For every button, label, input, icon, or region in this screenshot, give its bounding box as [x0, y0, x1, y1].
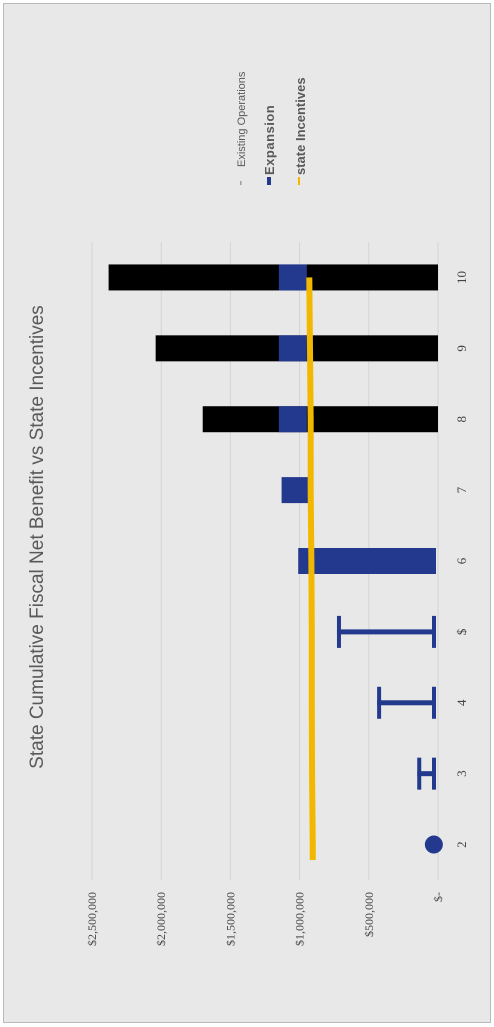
existing-operations-bars	[108, 264, 438, 433]
y-tick-label: $-	[431, 892, 445, 902]
chart-frame	[3, 3, 491, 1023]
legend-label-expansion: Expansion	[262, 105, 277, 175]
expansion-bar	[281, 477, 310, 504]
y-tick-label: $2,000,000	[154, 892, 168, 946]
expansion-bar-cap	[432, 757, 436, 790]
expansion-bar	[278, 264, 307, 291]
legend-label-state-incentives: state Incentives	[293, 77, 308, 175]
expansion-bar	[278, 335, 307, 362]
expansion-bars	[278, 264, 443, 854]
y-tick-label: $500,000	[362, 892, 376, 937]
expansion-bar	[298, 548, 436, 574]
legend-swatch-existing-operations	[240, 181, 242, 185]
expansion-bar-cap	[432, 615, 436, 648]
expansion-bar-cap	[417, 757, 422, 790]
x-category-label: 4	[454, 699, 469, 706]
y-tick-label: $1,500,000	[223, 892, 237, 946]
x-category-label: 10	[454, 271, 469, 284]
expansion-bar	[336, 615, 436, 648]
legend-swatch-expansion	[267, 177, 271, 185]
state-incentives-line	[306, 277, 316, 860]
x-category-label: 3	[454, 770, 469, 777]
expansion-bar-stem	[336, 629, 436, 635]
chart-title: State Cumulative Fiscal Net Benefit vs S…	[27, 305, 48, 769]
existing-operations-bar	[108, 264, 438, 291]
x-category-label: 7	[454, 486, 469, 493]
chart-rotated-group: State Cumulative Fiscal Net Benefit vs S…	[27, 71, 469, 946]
x-category-label: 2	[454, 841, 469, 848]
y-tick-labels: $- $500,000 $1,000,000 $1,500,000 $2,000,000…	[85, 892, 445, 946]
state-incentives-line-path	[306, 277, 316, 860]
x-category-labels: 2 3 4 $6 7 8 9 10	[454, 271, 469, 848]
expansion-bar	[424, 835, 443, 854]
expansion-bar-cap	[377, 686, 382, 719]
x-category-label: 6	[454, 557, 469, 564]
existing-operations-bar	[202, 406, 438, 433]
x-category-label: 8	[454, 416, 469, 423]
legend: Existing Operations Expansion state Ince…	[236, 71, 308, 185]
expansion-bar	[377, 686, 437, 719]
legend-label-existing-operations: Existing Operations	[236, 71, 248, 167]
x-category-label: 9	[454, 345, 469, 352]
expansion-bar-stem	[377, 700, 437, 706]
legend-swatch-state-incentives	[298, 177, 300, 185]
expansion-bar	[417, 757, 436, 790]
y-tick-label: $1,000,000	[293, 892, 307, 946]
expansion-bar-cap	[336, 615, 341, 648]
expansion-bar-cap	[432, 686, 436, 719]
expansion-bar	[278, 406, 307, 433]
x-category-label: $	[454, 628, 469, 635]
y-tick-label: $2,500,000	[85, 892, 99, 946]
expansion-bar-stem	[417, 771, 436, 777]
